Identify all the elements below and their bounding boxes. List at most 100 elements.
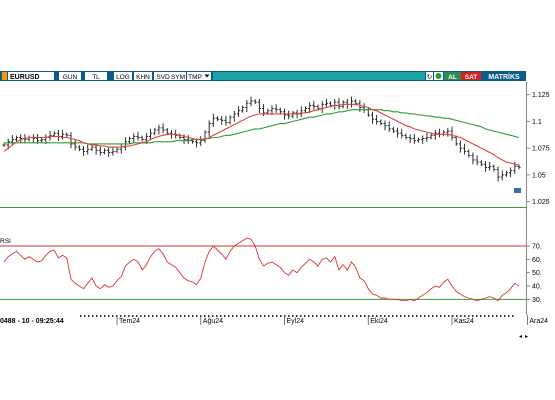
x-tick-label: Eki24: [370, 318, 388, 325]
axis-dot: [384, 315, 386, 317]
price-bar: [379, 119, 383, 126]
axis-dot: [444, 315, 446, 317]
axis-dot: [80, 315, 82, 317]
price-bar: [467, 149, 471, 158]
price-bar: [429, 133, 433, 140]
price-bar: [65, 132, 69, 138]
rsi-tick-label: 40.: [532, 284, 542, 291]
price-bar: [400, 128, 404, 139]
axis-dot: [512, 315, 514, 317]
axis-dot: [356, 315, 358, 317]
toolbar-dropdown[interactable]: [203, 72, 211, 80]
rsi-tick-label: 60.: [532, 257, 542, 264]
chevron-left-icon[interactable]: ◂: [519, 334, 522, 340]
axis-dot: [216, 315, 218, 317]
toolbar-button-tmp[interactable]: TMP: [187, 72, 203, 81]
axis-dot: [488, 315, 490, 317]
price-bar: [395, 127, 400, 138]
price-bar: [245, 100, 249, 113]
toolbar-button-sym[interactable]: SYM: [170, 72, 186, 81]
toolbar-button-tl[interactable]: TL: [85, 72, 107, 81]
price-bar: [153, 128, 157, 136]
axis-dot: [92, 315, 94, 317]
toolbar-color-button[interactable]: [434, 72, 443, 80]
axis-dot: [136, 315, 138, 317]
axis-dot: [264, 315, 266, 317]
price-bar: [132, 133, 136, 144]
symbol-box[interactable]: [8, 72, 54, 80]
axis-dot: [496, 315, 498, 317]
price-bar: [504, 170, 509, 177]
rsi-title: RSI: [0, 238, 11, 245]
price-bar: [232, 110, 236, 122]
price-y-ticks: 1.025 1.05 1.075 1.1 1.125: [526, 92, 550, 206]
price-bar: [86, 144, 90, 155]
price-bar: [94, 143, 98, 155]
price-bar: [433, 129, 437, 140]
axis-dot: [188, 315, 190, 317]
axis-dot: [276, 315, 278, 317]
palette-icon: [435, 73, 442, 79]
axis-dot: [436, 315, 438, 317]
price-bar: [211, 113, 215, 127]
toolbar-button-svd-label: SVD: [156, 74, 170, 81]
axis-dot: [236, 315, 238, 317]
price-bar: [462, 143, 467, 155]
price-bar: [69, 132, 73, 149]
toolbar-button-log[interactable]: LOG: [114, 72, 132, 81]
price-bar: [509, 167, 513, 178]
price-bar: [107, 147, 111, 157]
price-bar: [236, 106, 241, 118]
toolbar-button-gun[interactable]: GUN: [59, 72, 81, 81]
axis-dot: [484, 315, 486, 317]
axis-dot: [252, 315, 254, 317]
chevron-right-icon[interactable]: ▸: [525, 334, 528, 340]
price-bar: [207, 120, 211, 137]
price-bar: [115, 147, 119, 154]
al-button[interactable]: AL: [444, 72, 461, 81]
x-tick-label: Ara24: [529, 318, 548, 325]
price-bar: [157, 124, 161, 135]
rsi-tick-label: 50.: [532, 270, 542, 277]
price-bar: [274, 104, 278, 113]
axis-dot: [104, 315, 106, 317]
sat-button[interactable]: SAT: [461, 72, 481, 81]
axis-dot: [232, 315, 234, 317]
toolbar-button-svd[interactable]: SVD: [154, 72, 172, 81]
rsi-panel: RSI 30. 40. 50. 60. 70.: [0, 237, 542, 304]
axis-dot: [288, 315, 290, 317]
axis-dot: [432, 315, 434, 317]
axis-dot: [480, 315, 482, 317]
al-button-label: AL: [448, 74, 457, 81]
axis-dot: [376, 315, 378, 317]
axis-dot: [508, 315, 510, 317]
axis-dot: [420, 315, 422, 317]
sat-button-label: SAT: [465, 74, 478, 81]
axis-dot: [212, 315, 214, 317]
axis-dot: [172, 315, 174, 317]
price-bar: [450, 126, 454, 141]
scroll-buttons[interactable]: ◂ ▸: [519, 334, 528, 340]
axis-dot: [96, 315, 98, 317]
axis-dot: [168, 315, 170, 317]
axis-dot: [272, 315, 274, 317]
axis-dot: [340, 315, 342, 317]
axis-dot: [344, 315, 346, 317]
x-tick-label: Tem24: [119, 318, 140, 325]
toolbar-icon-button[interactable]: ↻: [426, 72, 433, 81]
price-bar: [148, 128, 153, 140]
price-bar: [90, 145, 94, 152]
axis-dot: [360, 315, 362, 317]
axis-dot: [304, 315, 306, 317]
price-bar: [77, 145, 81, 152]
axis-dot: [176, 315, 178, 317]
price-bar: [203, 130, 207, 143]
x-tick-label: Ağu24: [203, 318, 223, 325]
axis-dot: [164, 315, 166, 317]
price-tick-label: 1.025: [532, 199, 550, 206]
toolbar-button-khn[interactable]: KHN: [134, 72, 152, 81]
axis-dot: [184, 315, 186, 317]
axis-dot: [456, 315, 458, 317]
refresh-icon: ↻: [427, 74, 433, 81]
axis-dot: [352, 315, 354, 317]
